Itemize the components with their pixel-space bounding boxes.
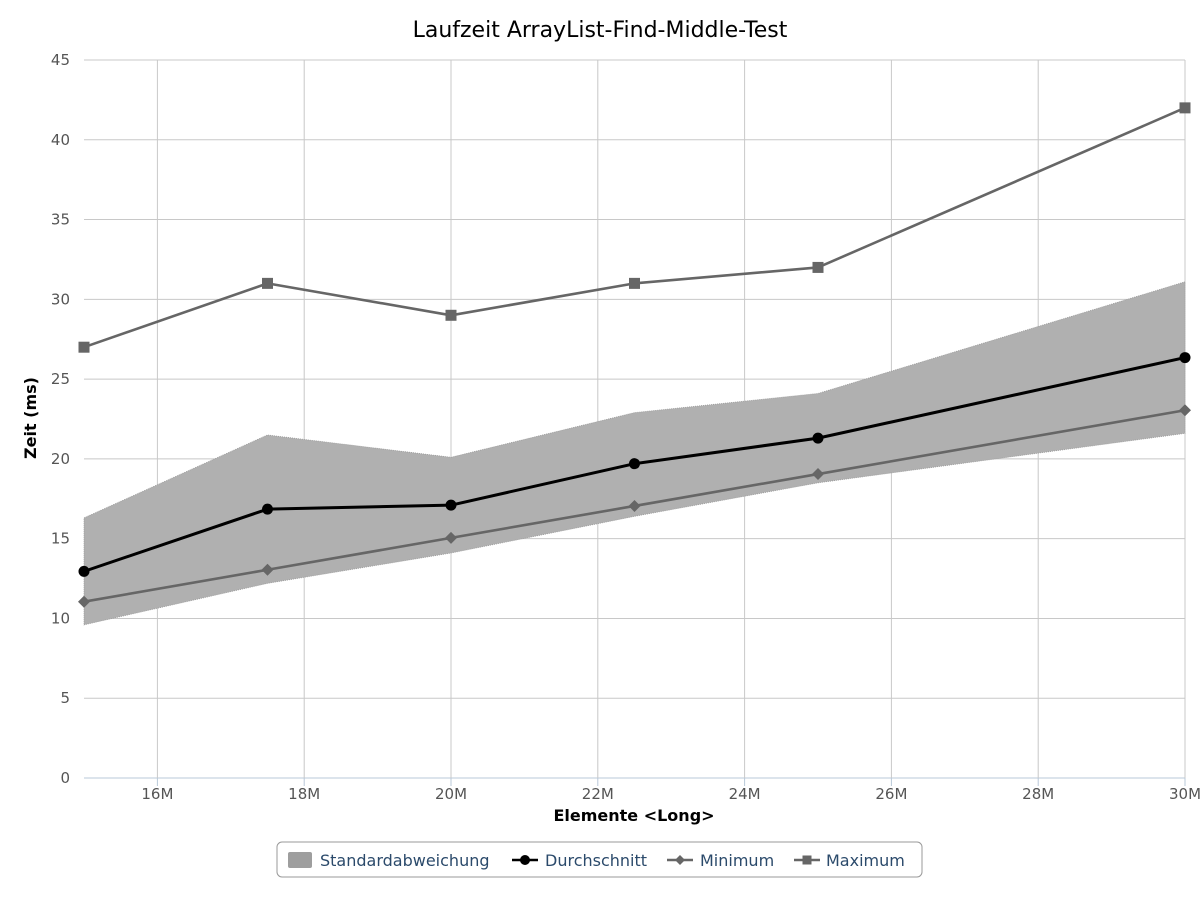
chart-title: Laufzeit ArrayList-Find-Middle-Test [413,18,788,43]
legend-marker [675,855,685,865]
data-point-minimum [78,595,90,608]
y-tick-label: 0 [60,769,70,787]
y-tick-label: 15 [51,530,70,548]
data-point-minimum [628,499,641,512]
data-point-maximum [1179,102,1191,114]
x-axis-title: Elemente <Long> [553,806,714,825]
y-tick-label: 25 [51,370,70,388]
legend-item-durchschnitt[interactable]: Durchschnitt [512,851,647,870]
y-tick-label: 45 [51,51,70,69]
x-tick-label: 20M [435,785,467,803]
data-point-durchschnitt [78,565,90,577]
data-point-minimum [445,531,457,544]
data-point-durchschnitt [812,432,824,444]
x-tick-label: 22M [582,785,614,803]
data-point-minimum [261,563,274,576]
y-axis-title: Zeit (ms) [21,377,40,459]
y-tick-label: 40 [51,131,70,149]
x-tick-label: 30M [1169,785,1200,803]
data-point-minimum [812,468,824,481]
x-tick-label: 24M [729,785,761,803]
series-line-minimum [83,408,1186,603]
legend-swatch [288,852,312,868]
data-point-maximum [262,277,273,289]
data-point-maximum [78,341,90,353]
legend-item-minimum[interactable]: Minimum [667,851,774,870]
y-tick-label: 35 [51,211,70,229]
y-tick-label: 5 [60,689,70,707]
legend[interactable]: Standardabweichung Durchschnitt Minimum Max… [276,841,923,878]
y-tick-label: 20 [51,450,70,468]
x-tick-label: 26M [875,785,907,803]
y-tick-label: 10 [51,609,70,627]
series-maximum [78,102,1191,353]
y-axis: 0 5 10 15 20 25 30 35 40 45 [51,51,70,787]
data-point-maximum [445,309,457,321]
legend-marker [802,855,812,865]
data-point-maximum [812,261,824,273]
series-minimum [78,404,1191,608]
legend-marker [520,855,530,865]
series-line-maximum [83,106,1186,349]
legend-box [276,841,923,878]
data-point-maximum [629,277,640,289]
legend-label: Durchschnitt [545,851,647,870]
data-point-durchschnitt [1179,352,1191,364]
y-tick-label: 30 [51,290,70,308]
series-line-durchschnitt [83,356,1186,573]
std-dev-band [83,281,1186,626]
x-tick-label: 28M [1022,785,1054,803]
data-point-durchschnitt [262,503,273,515]
legend-item-maximum[interactable]: Maximum [794,851,905,870]
x-tick-label: 18M [288,785,320,803]
legend-label: Maximum [826,851,905,870]
std-dev-band-layer [83,281,1186,626]
series-layer [78,102,1191,608]
x-tick-label: 16M [141,785,173,803]
data-point-durchschnitt [445,499,457,511]
x-axis: 16M 18M 20M 22M 24M 26M 28M 30M [141,778,1200,803]
data-point-minimum [1179,404,1191,417]
data-point-durchschnitt [629,458,640,470]
series-durchschnitt [78,352,1191,577]
legend-label: Standardabweichung [320,851,490,870]
legend-label: Minimum [700,851,774,870]
legend-item-standardabweichung[interactable]: Standardabweichung [288,851,490,870]
